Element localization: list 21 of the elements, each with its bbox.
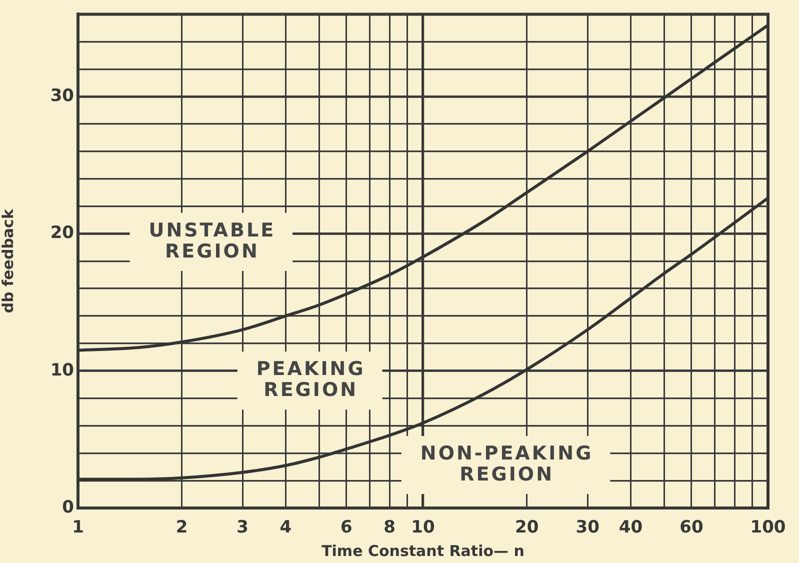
y-tick-label: 30 (50, 86, 74, 106)
x-tick-label: 4 (280, 518, 292, 538)
x-tick-label: 60 (680, 518, 704, 538)
y-tick-label: 0 (62, 497, 74, 518)
x-tick-label: 30 (576, 518, 600, 538)
x-tick-label: 3 (236, 518, 249, 538)
x-tick-label: 1 (72, 518, 84, 538)
y-tick-label: 10 (50, 360, 74, 380)
y-axis-title: db feedback (0, 208, 17, 314)
x-tick-label: 20 (515, 518, 539, 538)
annotation: NON-PEAKING REGION (420, 442, 594, 486)
x-axis-title: Time Constant Ratio— n (322, 542, 524, 560)
y-tick-label: 20 (50, 223, 74, 244)
x-tick-label: 40 (618, 518, 643, 538)
x-tick-label: 6 (340, 518, 352, 538)
annotation: UNSTABLE REGION (148, 219, 276, 262)
x-tick-label: 2 (176, 518, 188, 538)
annotation: PEAKING REGION (256, 358, 366, 402)
x-tick-label: 10 (411, 518, 435, 538)
x-tick-label: 8 (384, 518, 396, 538)
x-tick-label: 100 (750, 518, 786, 538)
